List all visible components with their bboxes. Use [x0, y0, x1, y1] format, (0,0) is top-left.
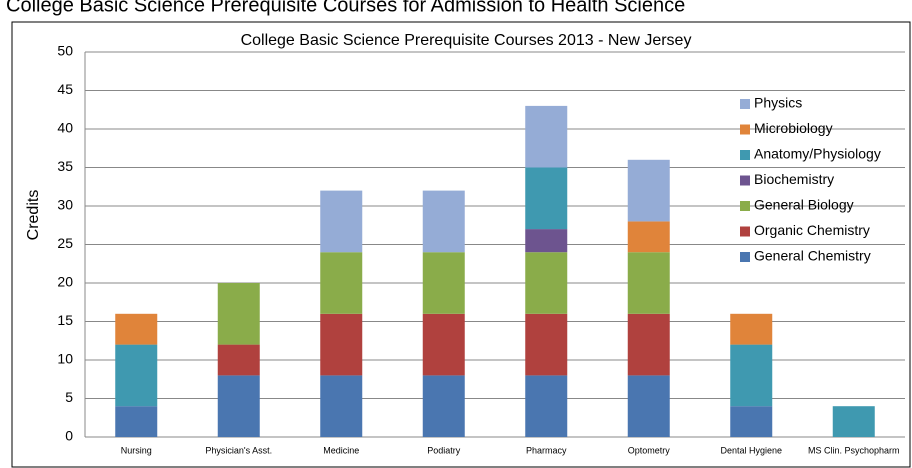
y-tick-label: 0: [65, 428, 73, 444]
y-tick-label: 25: [57, 235, 73, 251]
legend-swatch: [740, 201, 750, 211]
legend-swatch: [740, 226, 750, 237]
x-tick-label: Pharmacy: [526, 445, 567, 455]
bar-segment: [422, 252, 465, 314]
bar-segment: [217, 344, 260, 376]
legend-label: Physics: [754, 95, 802, 111]
y-tick-label: 50: [57, 43, 73, 59]
chart-title: College Basic Science Prerequisite Cours…: [241, 32, 692, 49]
bar-segment: [730, 313, 773, 345]
bar-segment: [217, 375, 260, 437]
bar-segment: [422, 375, 465, 437]
bar-segment: [115, 313, 158, 345]
bar-segment: [115, 406, 158, 437]
y-tick-label: 45: [57, 81, 73, 97]
bar-segment: [525, 105, 568, 168]
bar-segment: [525, 252, 568, 314]
legend-swatch: [740, 252, 750, 262]
legend-swatch: [740, 124, 750, 135]
y-axis-label: Credits: [25, 190, 42, 241]
bar-segment: [730, 406, 773, 437]
bar-segment: [320, 313, 363, 376]
bar-segment: [115, 344, 158, 407]
legend-label: Organic Chemistry: [754, 222, 870, 238]
legend-label: Biochemistry: [754, 171, 834, 187]
x-tick-label: Medicine: [323, 445, 359, 455]
bar-segment: [627, 252, 670, 314]
x-tick-label: Physician's Asst.: [205, 445, 272, 455]
bar-segment: [422, 313, 465, 376]
bar-segment: [320, 190, 363, 253]
bar-segment: [217, 283, 260, 345]
y-tick-label: 20: [57, 274, 73, 290]
legend-label: Anatomy/Physiology: [754, 146, 881, 162]
bar-segment: [525, 313, 568, 376]
legend-label: General Biology: [754, 197, 854, 213]
x-tick-label: Podiatry: [427, 445, 461, 455]
bar-segment: [627, 159, 670, 222]
bar-segment: [525, 167, 568, 230]
legend-swatch: [740, 99, 750, 109]
y-tick-label: 5: [65, 389, 73, 405]
legend-label: Microbiology: [754, 120, 833, 136]
bar-segment: [832, 406, 875, 437]
page-title: College Basic Science Prerequisite Cours…: [6, 0, 685, 16]
legend-swatch: [740, 150, 750, 160]
bar-segment: [627, 221, 670, 253]
bar-segment: [730, 344, 773, 407]
y-tick-label: 10: [57, 351, 73, 367]
bar-segment: [627, 313, 670, 376]
bar-segment: [320, 252, 363, 314]
bar-segment: [422, 190, 465, 253]
legend-label: General Chemistry: [754, 248, 871, 264]
x-tick-label: Optometry: [628, 445, 671, 455]
y-tick-label: 35: [57, 158, 73, 174]
bar-segment: [525, 229, 568, 253]
x-tick-label: Dental Hygiene: [720, 445, 782, 455]
x-tick-label: MS Clin. Psychopharm: [808, 445, 900, 455]
y-tick-label: 15: [57, 312, 73, 328]
bar-segment: [320, 375, 363, 437]
y-tick-label: 40: [57, 120, 73, 136]
bar-segment: [525, 375, 568, 437]
legend-swatch: [740, 175, 750, 186]
bar-segment: [627, 375, 670, 437]
x-tick-label: Nursing: [121, 445, 152, 455]
y-tick-label: 30: [57, 197, 73, 213]
